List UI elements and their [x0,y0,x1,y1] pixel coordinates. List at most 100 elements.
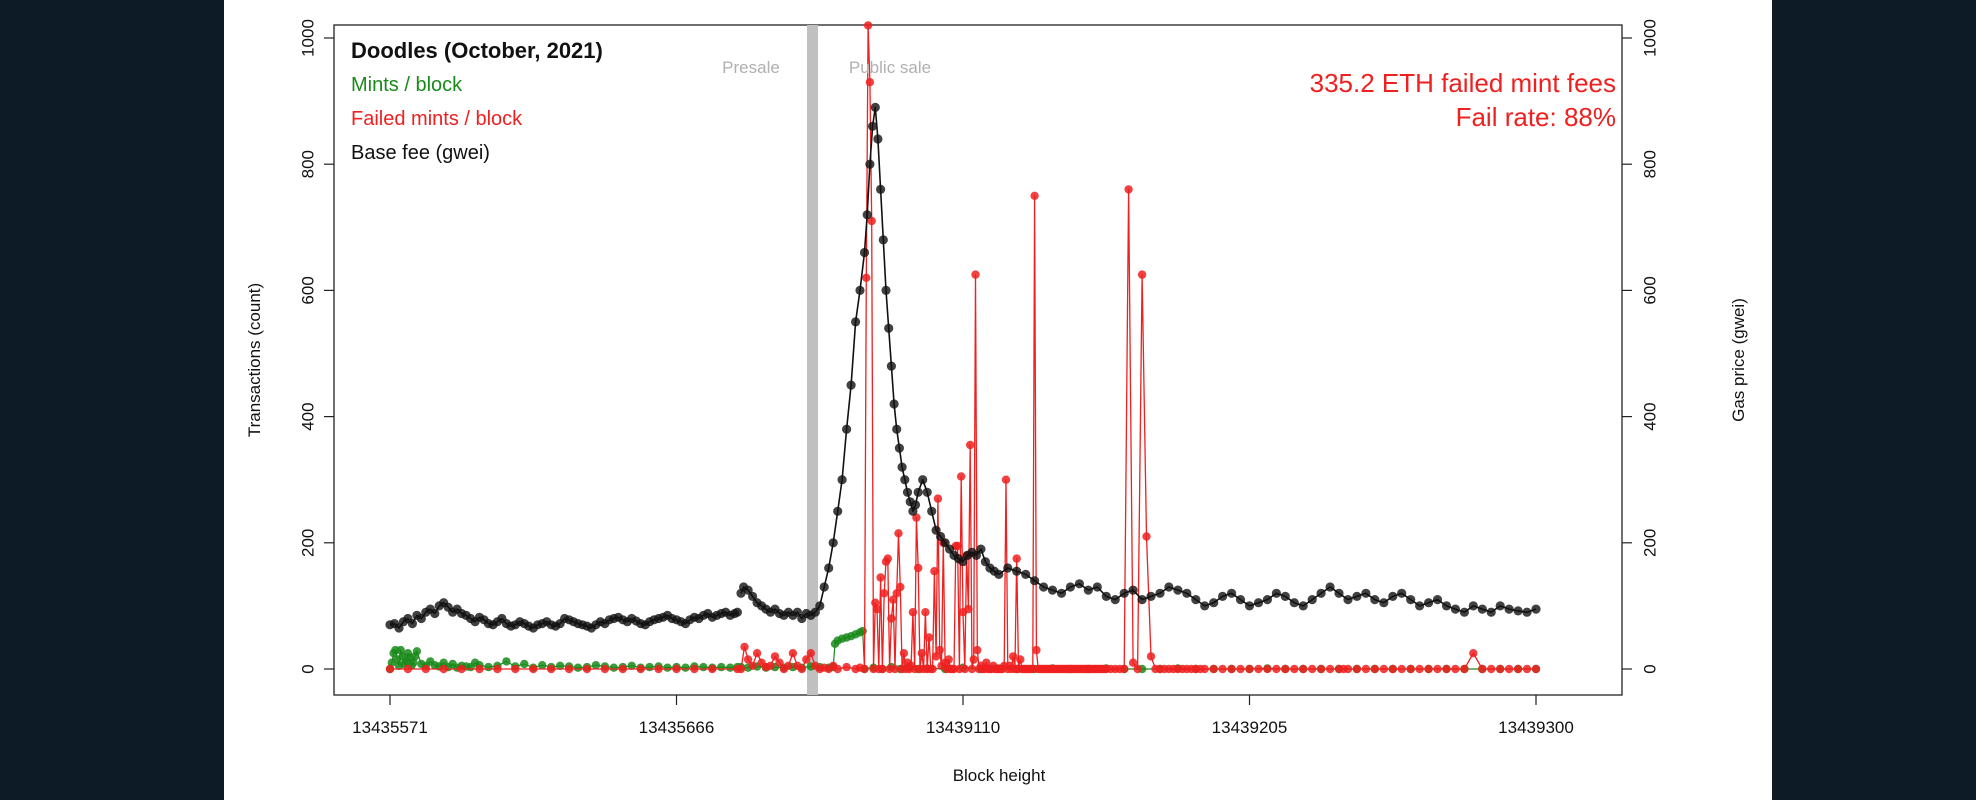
failed-mints-point [1124,185,1133,194]
y2-tick-label: 1000 [1641,19,1660,57]
mints-point [858,626,867,636]
public-sale-label: Public sale [849,58,931,77]
failed-mints-point [1406,664,1415,674]
base-fee-point [1307,595,1317,605]
base-fee-point [1182,588,1192,598]
phase-divider [807,25,818,695]
base-fee-point [1325,582,1335,592]
failed-mints-point [802,655,811,664]
failed-mints-point [475,664,484,674]
base-fee-point [846,380,856,390]
mints-point [726,663,735,672]
failed-mints-point [770,652,780,661]
failed-mints-point [439,664,448,674]
base-fee-point [1397,588,1407,598]
base-fee-point [876,184,886,194]
base-fee-point [1065,582,1075,592]
y2-tick-label: 800 [1641,150,1660,178]
mints-point [520,659,529,669]
base-fee-point [1379,598,1389,608]
failed-mints-point [1352,664,1362,674]
series-layer [385,21,1541,674]
base-fee-point [1388,591,1398,602]
failed-mints-point [860,664,869,674]
failed-mints-point [876,573,885,582]
base-fee-point [1280,591,1290,602]
failed-mints-point [1030,191,1039,200]
axes [324,37,1632,705]
base-fee-point [1110,595,1120,605]
mints-point [573,663,583,672]
failed-mints-point [969,655,978,664]
base-fee-point [430,608,440,619]
y-axis-title: Transactions (count) [245,283,264,437]
series-failed-mints [385,21,1541,674]
base-fee-point [1056,588,1067,598]
failed-mints-point [740,642,749,652]
failed-mints-point [1478,664,1487,674]
y2-tick-label: 0 [1641,664,1660,673]
plot-frame [333,24,1623,696]
failed-mints-point [457,664,466,674]
chart-title: Doodles (October, 2021) [351,38,603,63]
failed-mints-point [957,472,966,481]
failed-mints-point [966,440,975,450]
failed-mints-point [1254,664,1263,674]
base-fee-point [1504,604,1514,614]
base-fee-point [1262,595,1272,605]
failed-mints-point [1016,655,1025,664]
mints-point [699,662,708,672]
base-fee-point [927,506,937,516]
failed-mints-point [1272,664,1281,674]
mints-point [396,645,405,655]
base-fee-point [1370,595,1380,605]
base-fee-point [1441,601,1452,611]
base-fee-point [1253,598,1264,608]
failed-mints-point [833,664,842,674]
annotation-fail-rate: Fail rate: 88% [1456,102,1616,132]
base-fee-point [918,475,928,485]
x-tick-label: 13435571 [352,718,428,737]
base-fee-point [851,317,861,327]
failed-mints-point [743,655,753,664]
failed-mints-point [1245,664,1254,674]
failed-mints-point [582,664,592,674]
base-fee-point [1522,607,1532,617]
base-fee-point [1432,595,1443,605]
failed-mints-point [1137,270,1147,279]
failed-mints-point [1379,664,1389,674]
failed-mints-point [1487,664,1496,674]
base-fee-point [1083,585,1093,595]
failed-mints-point [1227,664,1236,674]
base-fee-point [407,619,417,629]
base-fee-point [824,563,834,573]
failed-mints-point [1370,664,1380,674]
failed-mints-point [890,664,900,674]
failed-mints-point [1415,664,1424,674]
failed-mints-point [775,658,784,667]
y2-axis-title: Gas price (gwei) [1729,298,1748,422]
base-fee-point [884,323,894,333]
failed-mints-point [973,645,982,655]
failed-mints-point [788,649,798,658]
failed-mints-point [1133,664,1142,674]
base-fee-point [1101,591,1111,602]
base-fee-point [1406,595,1416,605]
mints-point [409,658,418,667]
base-fee-point [900,475,910,485]
failed-mints-point [1209,664,1218,674]
failed-mints-point [1460,664,1469,674]
failed-mints-point [1469,649,1478,658]
base-fee-point [1047,585,1058,595]
base-fee-point [1361,588,1371,598]
failed-mints-point [748,661,757,670]
failed-mints-point [1299,664,1308,674]
mints-point [484,662,493,672]
failed-mints-point [421,664,430,674]
failed-mints-point [944,655,953,664]
failed-mints-point [894,529,903,538]
y-tick-label: 1000 [299,19,318,57]
presale-label: Presale [722,58,780,77]
y-tick-label: 400 [299,402,318,430]
failed-mints-point [967,664,977,674]
